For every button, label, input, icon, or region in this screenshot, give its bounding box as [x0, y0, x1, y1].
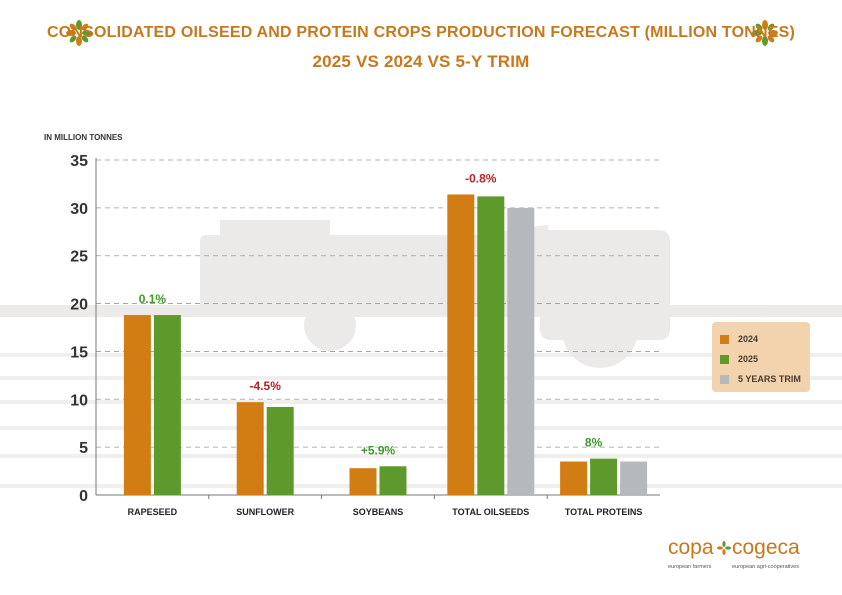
x-category-label: SUNFLOWER: [236, 507, 294, 517]
chart-legend: 2024 2025 5 YEARS TRIM: [712, 322, 810, 392]
legend-item: 5 YEARS TRIM: [720, 372, 801, 386]
y-tick-label: 20: [70, 297, 88, 314]
flower-decoration-icon: [752, 20, 778, 46]
legend-swatch: [720, 334, 729, 344]
bar-2024-sunflower: [236, 402, 264, 495]
y-tick-label: 30: [70, 201, 88, 218]
logo-cogeca-word: cogeca: [732, 536, 800, 559]
x-category-label: RAPESEED: [128, 507, 178, 517]
legend-item: 2025: [720, 352, 758, 366]
legend-swatch: [720, 374, 729, 384]
x-category-label: TOTAL OILSEEDS: [452, 507, 529, 517]
chart-title: CONSOLIDATED OILSEED AND PROTEIN CROPS P…: [46, 24, 796, 41]
change-label: 8%: [585, 436, 603, 450]
bar-5-years-trim-total-proteins: [620, 461, 648, 495]
logo-cogeca-subtitle: european agri-cooperatives: [732, 564, 799, 570]
bar-2024-rapeseed: [123, 315, 151, 495]
bar-2025-sunflower: [266, 406, 294, 495]
y-tick-label: 10: [70, 392, 88, 409]
legend-label: 2025: [738, 354, 759, 364]
flower-decoration-icon: [66, 20, 92, 46]
bar-2025-total-proteins: [590, 458, 618, 495]
y-tick-label: 0: [79, 488, 88, 505]
bar-2024-soybeans: [349, 468, 377, 495]
bar-2024-total-oilseeds: [447, 194, 475, 495]
legend-swatch: [720, 354, 729, 364]
copa-cogeca-logo: copa cogeca european farmers european ag…: [668, 536, 808, 576]
change-label: +5.9%: [361, 443, 396, 457]
bar-2025-rapeseed: [153, 315, 181, 495]
legend-item: 2024: [720, 332, 758, 346]
y-axis-label: IN MILLION TONNES: [44, 133, 123, 142]
bar-5-years-trim-total-oilseeds: [507, 207, 535, 495]
logo-flower-icon: [717, 541, 731, 555]
bar-2024-total-proteins: [560, 461, 588, 495]
legend-label: 5 YEARS TRIM: [738, 374, 801, 384]
y-tick-label: 25: [70, 249, 88, 266]
change-label: -0.8%: [465, 171, 497, 185]
chart-subtitle: 2025 VS 2024 VS 5-Y TRIM: [312, 52, 530, 71]
x-category-label: SOYBEANS: [353, 507, 404, 517]
y-tick-label: 15: [70, 344, 88, 361]
bar-2025-soybeans: [379, 466, 407, 495]
y-tick-label: 35: [70, 153, 88, 170]
logo-copa-word: copa: [668, 536, 714, 559]
legend-label: 2024: [738, 334, 759, 344]
x-category-label: TOTAL PROTEINS: [565, 507, 643, 517]
y-tick-label: 5: [79, 440, 88, 457]
change-label: 0.1%: [139, 292, 167, 306]
bar-2025-total-oilseeds: [477, 196, 505, 495]
change-label: -4.5%: [250, 379, 282, 393]
logo-copa-subtitle: european farmers: [668, 564, 712, 570]
